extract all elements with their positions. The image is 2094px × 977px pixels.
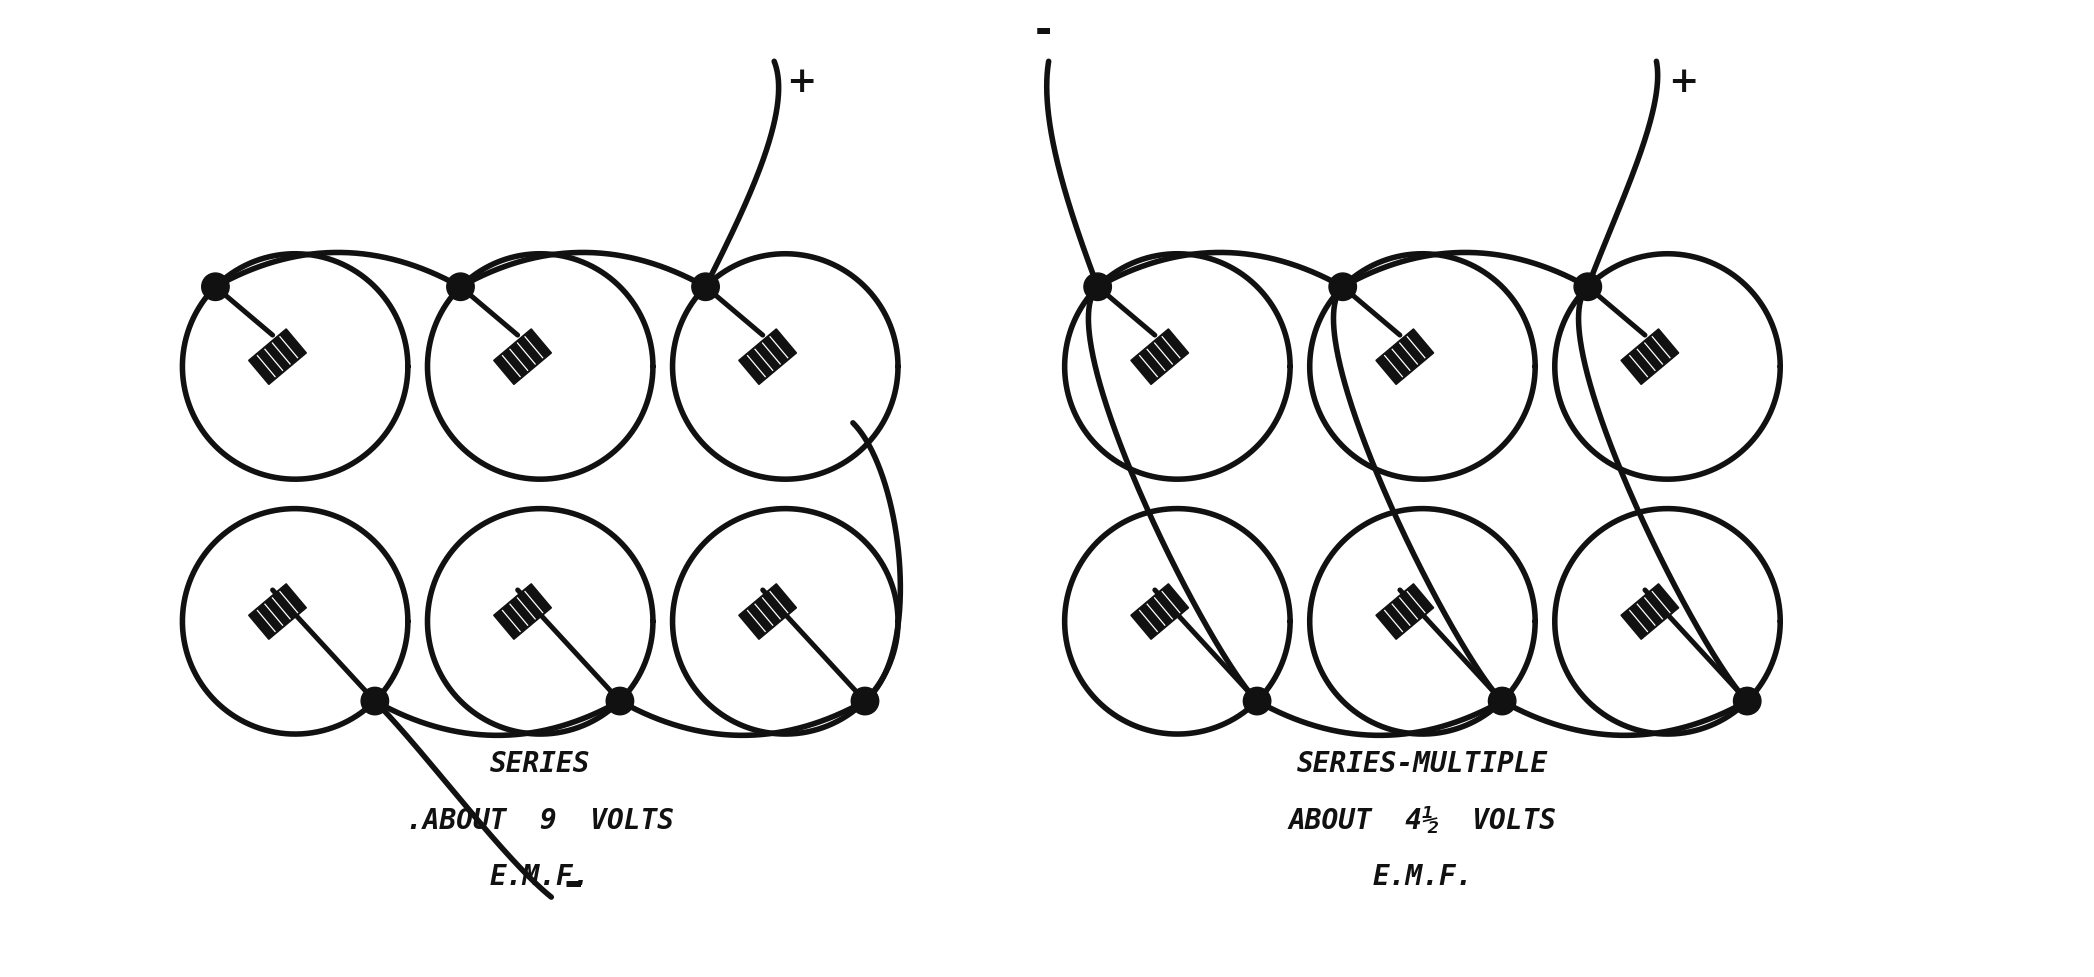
- Circle shape: [1244, 688, 1271, 715]
- Polygon shape: [1621, 584, 1679, 640]
- Circle shape: [1330, 274, 1357, 301]
- Circle shape: [605, 688, 634, 715]
- Circle shape: [201, 274, 228, 301]
- Text: E.M.F.: E.M.F.: [1372, 863, 1472, 891]
- Circle shape: [1085, 274, 1112, 301]
- Text: .ABOUT  9  VOLTS: .ABOUT 9 VOLTS: [406, 806, 674, 833]
- Text: ABOUT  4½  VOLTS: ABOUT 4½ VOLTS: [1288, 806, 1556, 833]
- Polygon shape: [739, 584, 796, 640]
- Circle shape: [1734, 688, 1761, 715]
- Polygon shape: [494, 584, 551, 640]
- Polygon shape: [249, 584, 306, 640]
- Polygon shape: [1376, 584, 1434, 640]
- Text: +: +: [785, 64, 817, 99]
- Text: -: -: [563, 860, 582, 906]
- Text: +: +: [1669, 64, 1698, 99]
- Polygon shape: [1621, 329, 1679, 385]
- Circle shape: [691, 274, 718, 301]
- Polygon shape: [249, 329, 306, 385]
- Polygon shape: [1376, 329, 1434, 385]
- Polygon shape: [494, 329, 551, 385]
- Circle shape: [1575, 274, 1602, 301]
- Circle shape: [852, 688, 879, 715]
- Polygon shape: [1131, 584, 1189, 640]
- Text: E.M.F.: E.M.F.: [490, 863, 591, 891]
- Circle shape: [1489, 688, 1516, 715]
- Text: SERIES-MULTIPLE: SERIES-MULTIPLE: [1296, 749, 1547, 777]
- Polygon shape: [1131, 329, 1189, 385]
- Polygon shape: [739, 329, 796, 385]
- Text: SERIES: SERIES: [490, 749, 591, 777]
- Circle shape: [446, 274, 473, 301]
- Text: -: -: [1034, 11, 1053, 53]
- Circle shape: [360, 688, 389, 715]
